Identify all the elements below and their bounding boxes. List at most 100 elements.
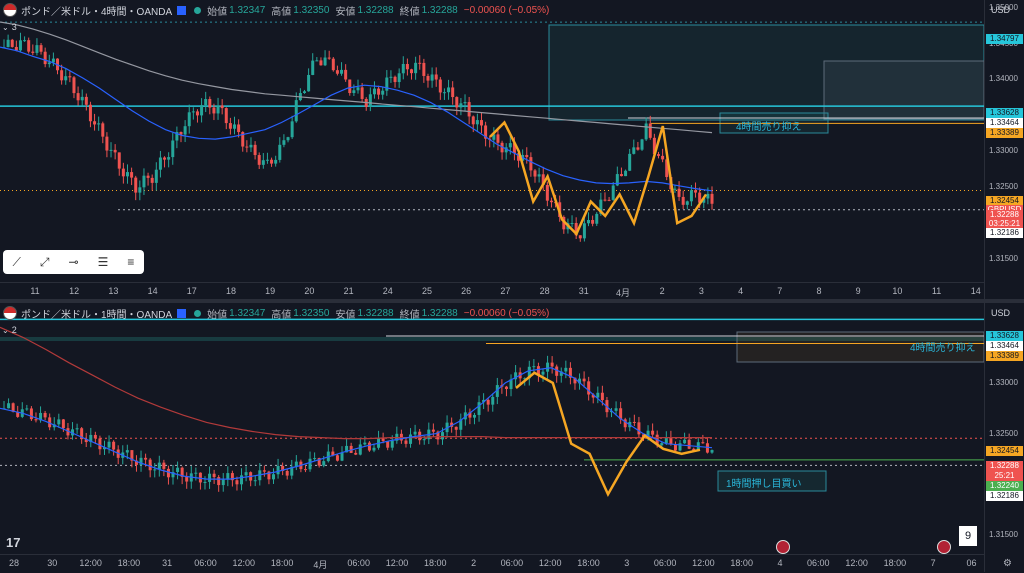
candle-body	[80, 428, 84, 440]
chevron-down-icon[interactable]: ⌄	[2, 325, 9, 335]
annotation-4h-sell-1h[interactable]: 4時間売り抑え	[910, 343, 976, 354]
candle-body	[386, 441, 390, 448]
chart-pane-4h[interactable]: ポンド／米ドル・4時間・OANDA 始値 1.32347 高値 1.32350 安値…	[0, 0, 1024, 300]
bookmark-icon[interactable]	[177, 5, 187, 15]
chart-pane-1h[interactable]: ポンド／米ドル・1時間・OANDA 始値 1.32347 高値 1.32350 安値…	[0, 303, 1024, 572]
gear-icon[interactable]: ⚙	[1003, 558, 1012, 569]
annotation-1h-buy[interactable]: 1時間押し目買い	[726, 479, 802, 490]
candle-body	[426, 75, 430, 81]
symbol-title-1h[interactable]: ポンド／米ドル・1時間・OANDA	[21, 309, 173, 321]
price-tag[interactable]: 1.32186	[986, 228, 1023, 238]
zone-box[interactable]	[736, 331, 984, 363]
ma-long-line[interactable]	[0, 21, 713, 134]
price-tag[interactable]: 1.32288	[986, 210, 1023, 220]
candle-body	[340, 69, 344, 74]
time-axis-4h[interactable]: 11 12 13 14 17 18 19 20 21 24 25 26 27 28 31 4月 2 3 4 7 8 9 10…	[0, 282, 984, 301]
price-tag[interactable]: 1.32288	[986, 461, 1023, 471]
price-plot-1h[interactable]	[0, 303, 984, 554]
candle-body	[405, 63, 409, 70]
candle-body	[463, 412, 467, 420]
time-tick: 11	[931, 286, 942, 296]
zone-box[interactable]	[0, 337, 984, 341]
price-tag[interactable]: 03:25:21	[986, 219, 1023, 229]
trend-line-icon[interactable]: ⟋	[12, 254, 21, 269]
time-tick: 8	[816, 286, 822, 296]
price-tag[interactable]: 1.32454	[986, 446, 1023, 456]
candle-body	[578, 378, 582, 384]
zone-box[interactable]	[548, 24, 984, 121]
price-tag[interactable]: 1.33389	[986, 351, 1023, 361]
candle-body	[313, 458, 317, 460]
candle-body	[228, 123, 232, 129]
candle-body	[532, 366, 536, 368]
candle-body	[327, 57, 331, 59]
candle-body	[25, 408, 29, 410]
candle-body	[179, 132, 183, 135]
indicator-toggle-4h[interactable]: ⌄ 3	[2, 22, 17, 32]
ray-icon[interactable]: ⤢	[39, 254, 50, 269]
ma-short-line[interactable]	[0, 367, 713, 480]
candle-body	[471, 116, 475, 125]
currency-label[interactable]: USD	[991, 5, 1011, 15]
page-badge[interactable]: 9	[959, 526, 977, 546]
candle-body	[240, 475, 244, 485]
parallel-lines-icon[interactable]: ≡	[127, 255, 135, 269]
pane-separator[interactable]	[0, 299, 1024, 303]
candle-body	[294, 461, 298, 467]
price-tag[interactable]: 1.33389	[986, 128, 1023, 138]
candle-body	[436, 431, 440, 440]
candle-body	[303, 469, 307, 471]
zigzag-line[interactable]	[489, 120, 708, 237]
price-axis-4h[interactable]: USD 1.350001.345001.340001.330001.325001…	[984, 0, 1024, 300]
zone-box[interactable]	[717, 470, 827, 492]
price-tag[interactable]: 1.32240	[986, 481, 1023, 491]
us-event-flag-icon[interactable]	[937, 540, 951, 554]
horizontal-ray-icon[interactable]: ⊸	[68, 255, 79, 269]
candle-body	[261, 160, 265, 165]
gbpusd-flag-icon	[3, 306, 17, 320]
candle-body	[646, 430, 650, 438]
currency-label[interactable]: USD	[991, 308, 1011, 318]
candle-body	[281, 465, 285, 471]
candle-body	[673, 188, 677, 190]
price-tick: 1.32500	[989, 428, 1018, 438]
candle-body	[372, 88, 376, 95]
candle-body	[150, 177, 154, 183]
price-tag[interactable]: 1.33464	[986, 341, 1023, 351]
candle-body	[265, 159, 269, 161]
candle-body	[76, 93, 80, 101]
zigzag-line[interactable]	[515, 371, 701, 498]
bookmark-icon[interactable]	[177, 308, 187, 318]
price-tag[interactable]: 1.33628	[986, 331, 1023, 341]
candle-body	[656, 154, 660, 156]
chevron-down-icon[interactable]: ⌄	[2, 22, 9, 32]
symbol-title-4h[interactable]: ポンド／米ドル・4時間・OANDA	[21, 6, 173, 18]
candle-body	[72, 77, 76, 94]
candle-body	[176, 467, 180, 473]
indicator-toggle-1h[interactable]: ⌄ 2	[2, 325, 17, 335]
time-axis-1h[interactable]: 28 30 12:00 18:00 31 06:00 12:00 18:00 4月 06:00 12…	[0, 554, 984, 573]
candle-body	[570, 222, 574, 224]
fib-icon[interactable]: ☰	[97, 255, 109, 269]
candle-body	[363, 442, 367, 445]
ma-long-line[interactable]	[0, 326, 712, 440]
candle-body	[195, 111, 199, 116]
tradingview-logo[interactable]: 17	[6, 535, 21, 550]
price-tag[interactable]: 1.34797	[986, 34, 1023, 44]
candle-body	[623, 419, 627, 428]
price-tag[interactable]: 25:21	[986, 471, 1023, 481]
price-tag[interactable]: 1.32186	[986, 491, 1023, 501]
price-tag[interactable]: 1.33464	[986, 118, 1023, 128]
price-tag[interactable]: 1.33628	[986, 108, 1023, 118]
price-tick: 1.35000	[989, 2, 1018, 12]
candle-body	[48, 417, 52, 428]
annotation-4h-sell[interactable]: 4時間売り抑え	[736, 122, 802, 133]
ma-short-line[interactable]	[0, 46, 713, 192]
zone-box[interactable]	[823, 60, 984, 120]
candle-body	[533, 170, 537, 177]
us-event-flag-icon[interactable]	[776, 540, 790, 554]
price-plot-4h[interactable]	[0, 0, 984, 282]
price-tag[interactable]: 1.32454	[986, 196, 1023, 206]
candle-body	[10, 39, 14, 47]
